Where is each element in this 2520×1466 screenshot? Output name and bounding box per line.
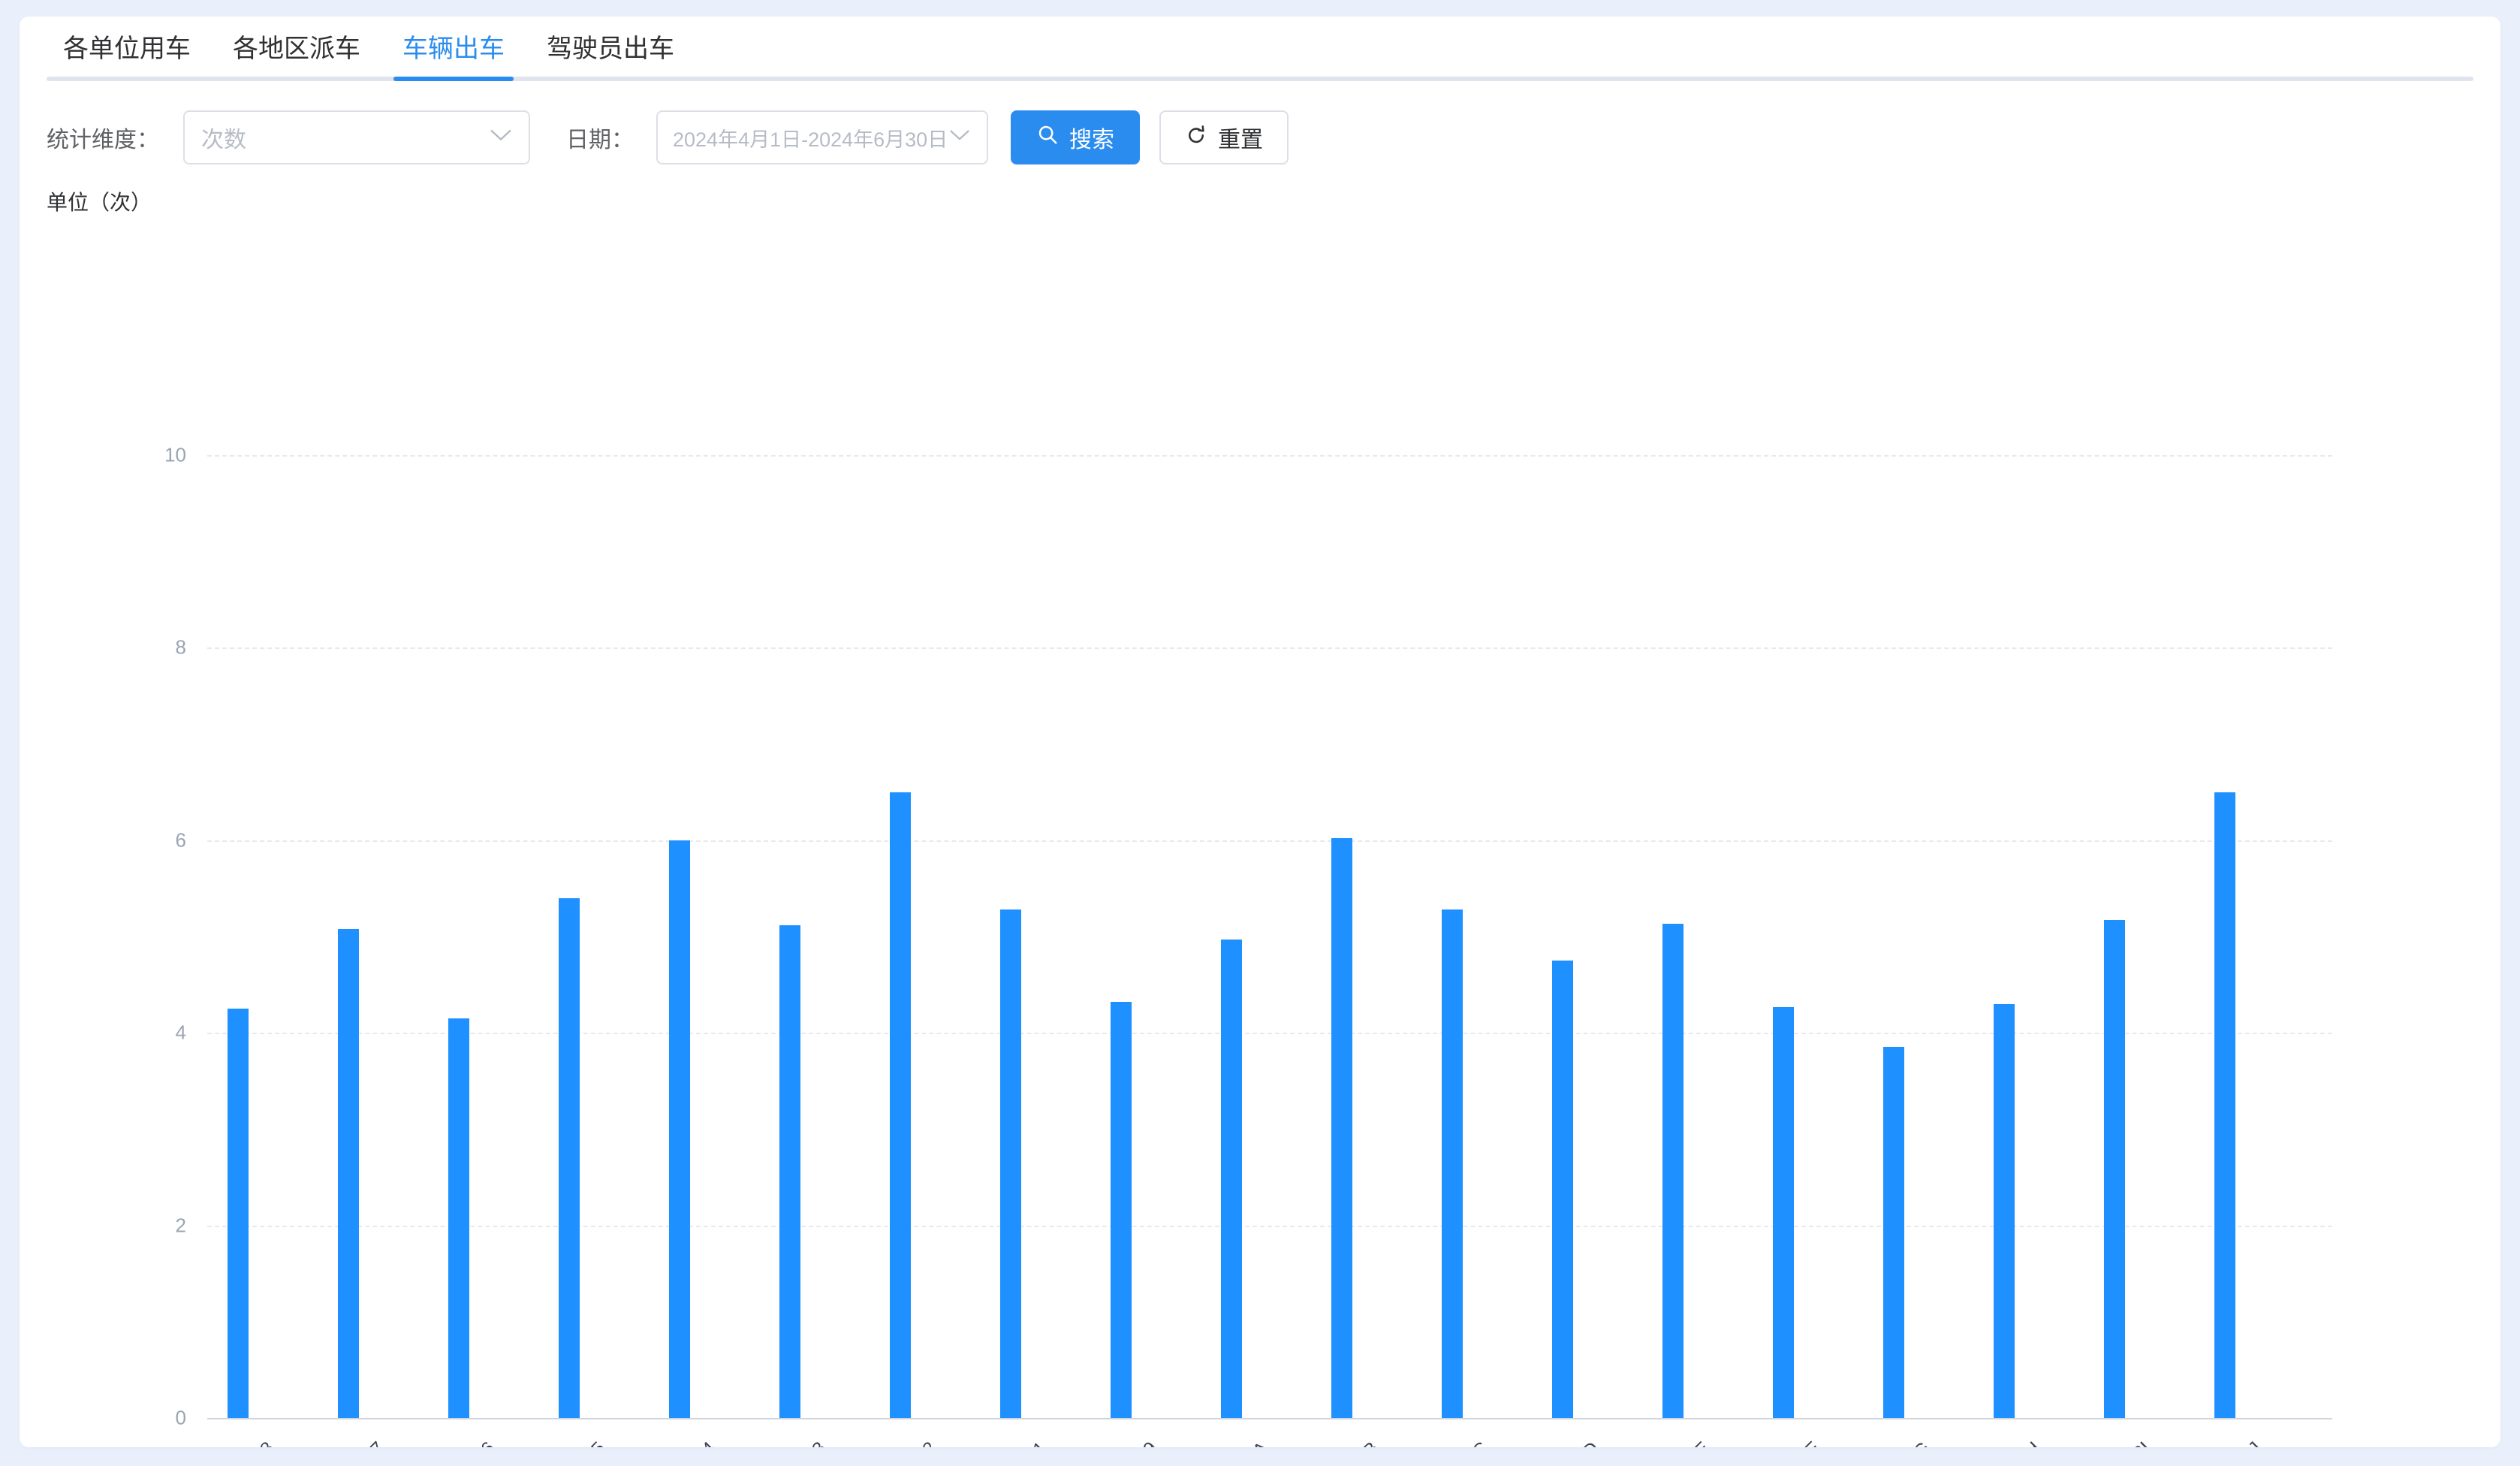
- chart-unit-label: 单位（次）: [47, 191, 152, 214]
- bar[interactable]: [890, 792, 911, 1418]
- bar[interactable]: [1111, 1002, 1132, 1418]
- bar[interactable]: [1000, 909, 1021, 1418]
- bar[interactable]: [669, 840, 690, 1418]
- bar[interactable]: [228, 1009, 249, 1418]
- date-range-value: 2024年4月1日-2024年6月30日: [673, 128, 948, 151]
- bar[interactable]: [448, 1018, 469, 1418]
- search-icon: [1036, 123, 1059, 152]
- tab-1[interactable]: 各地区派车: [212, 36, 381, 78]
- bar[interactable]: [1552, 961, 1573, 1418]
- bar[interactable]: [1994, 1003, 2015, 1418]
- y-axis-tick: 8: [175, 635, 186, 659]
- gridline: [207, 455, 2332, 457]
- y-axis-tick: 4: [175, 1021, 186, 1044]
- search-button-label: 搜索: [1069, 128, 1114, 152]
- dimension-select[interactable]: 次数: [183, 110, 530, 164]
- bar[interactable]: [779, 925, 800, 1418]
- y-axis-tick: 6: [175, 828, 186, 852]
- x-axis-label: 宁A 888886: [412, 1434, 501, 1447]
- bar[interactable]: [2214, 792, 2235, 1418]
- x-axis-label: 宁A 888884: [633, 1434, 722, 1447]
- dimension-select-value: 次数: [201, 128, 246, 152]
- x-axis-label: 宁A 88888C: [1403, 1434, 1494, 1447]
- bar[interactable]: [1662, 924, 1684, 1418]
- y-axis-tick: 2: [175, 1214, 186, 1237]
- date-range-picker[interactable]: 2024年4月1日-2024年6月30日: [656, 110, 988, 164]
- tab-label: 驾驶员出车: [547, 35, 674, 63]
- x-axis-label: 宁A 888883: [743, 1434, 832, 1447]
- x-axis-label: 宁A 88888B: [1294, 1434, 1384, 1447]
- chevron-down-icon: [490, 129, 512, 146]
- x-axis-label: 宁A 888882: [854, 1434, 942, 1447]
- date-label: 日期：: [566, 128, 634, 152]
- x-axis-line: [207, 1418, 2332, 1419]
- search-button[interactable]: 搜索: [1011, 110, 1140, 164]
- x-axis-label: 宁A 888881: [964, 1434, 1053, 1447]
- tab-active-indicator: [393, 77, 514, 81]
- bar[interactable]: [1883, 1047, 1904, 1418]
- content-card: 各单位用车 各地区派车 车辆出车 驾驶员出车 统计维度： 次数 日期： 2024年4月…: [20, 17, 2500, 1447]
- gridline: [207, 840, 2332, 842]
- gridline: [207, 1225, 2332, 1227]
- dimension-label: 统计维度：: [47, 128, 159, 152]
- x-axis-label: 宁A 888889: [1075, 1434, 1163, 1447]
- x-axis-label: 宁A 88888G: [1844, 1434, 1936, 1447]
- gridline: [207, 1033, 2332, 1035]
- bar[interactable]: [338, 928, 359, 1418]
- x-axis-label: 宁A 888887: [302, 1434, 390, 1447]
- bar[interactable]: [1221, 939, 1242, 1418]
- y-axis-tick: 10: [164, 443, 186, 466]
- x-axis-label: 宁A 88888H: [1955, 1434, 2046, 1447]
- bar[interactable]: [1773, 1006, 1794, 1418]
- tab-3[interactable]: 驾驶员出车: [526, 36, 695, 78]
- bar[interactable]: [1442, 909, 1463, 1418]
- tab-list: 各单位用车 各地区派车 车辆出车 驾驶员出车: [47, 17, 2473, 78]
- bar[interactable]: [2104, 920, 2125, 1418]
- gridline: [207, 647, 2332, 650]
- x-axis-label: 宁A 88888A: [1183, 1434, 1274, 1447]
- tab-2[interactable]: 车辆出车: [381, 36, 526, 78]
- tab-label: 各单位用车: [63, 35, 191, 63]
- x-axis-label: 宁A 88888I: [2072, 1434, 2157, 1447]
- x-axis-label: 宁A 88888E: [1625, 1434, 1715, 1447]
- refresh-icon: [1185, 123, 1207, 152]
- filter-bar: 统计维度： 次数 日期： 2024年4月1日-2024年6月30日 搜索: [20, 81, 2500, 165]
- tab-0[interactable]: 各单位用车: [47, 36, 212, 78]
- tab-label: 各地区派车: [233, 35, 360, 63]
- bar[interactable]: [1331, 838, 1352, 1418]
- chart-plot-area: 0 2 4 6 8 10 宁A 888888 宁A 888887 宁A 888886 宁A 888…: [164, 444, 2332, 1447]
- reset-button-label: 重置: [1218, 128, 1263, 152]
- bar[interactable]: [559, 897, 580, 1418]
- y-axis-tick: 0: [175, 1406, 186, 1429]
- x-axis-label: 宁A 888885: [523, 1434, 611, 1447]
- x-axis-label: 宁A 88888F: [1736, 1434, 1825, 1447]
- tab-label: 车辆出车: [402, 35, 505, 63]
- bar-chart: 0 2 4 6 8 10 宁A 888888 宁A 888887 宁A 888886 宁A 888…: [20, 216, 2500, 1447]
- chevron-down-icon: [949, 129, 970, 146]
- reset-button[interactable]: 重置: [1159, 110, 1289, 164]
- tab-underline-track: [47, 77, 2473, 81]
- tab-bar: 各单位用车 各地区派车 车辆出车 驾驶员出车: [20, 17, 2500, 81]
- x-axis-label: 宁A 88888J: [2179, 1434, 2267, 1447]
- x-axis-label: 宁A 888888: [191, 1434, 280, 1447]
- x-axis-label: 宁A 88888D: [1514, 1434, 1605, 1447]
